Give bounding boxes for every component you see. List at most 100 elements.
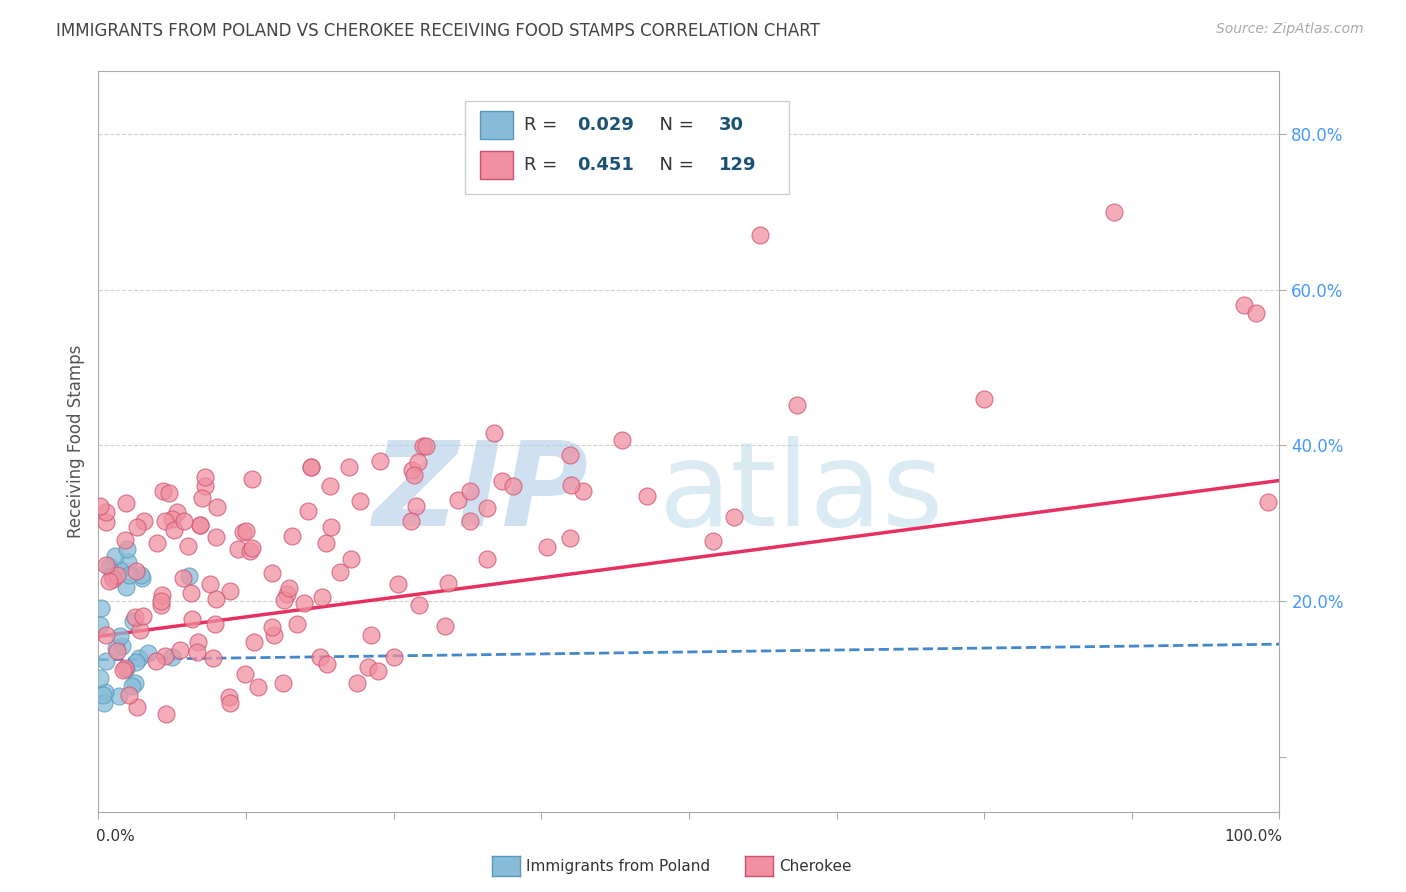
Point [163, 524, 186, 538]
Point [96, 627, 118, 641]
Point [198, 577, 221, 591]
Point [260, 566, 283, 581]
Point [281, 528, 304, 542]
Point [89, 618, 111, 632]
Point [118, 688, 141, 702]
Point [340, 551, 363, 566]
Point [160, 649, 183, 664]
Text: IMMIGRANTS FROM POLAND VS CHEROKEE RECEIVING FOOD STAMPS CORRELATION CHART: IMMIGRANTS FROM POLAND VS CHEROKEE RECEI… [56, 22, 820, 40]
Point [368, 454, 391, 468]
Point [166, 505, 188, 519]
Point [205, 530, 228, 544]
Point [93, 696, 115, 710]
Point [129, 623, 152, 637]
Point [447, 493, 470, 508]
Point [437, 576, 460, 591]
Point [150, 589, 173, 603]
Point [748, 227, 770, 242]
Point [114, 662, 136, 676]
Point [105, 644, 128, 658]
Point [94, 558, 117, 573]
Point [104, 549, 127, 563]
Text: 129: 129 [718, 156, 756, 174]
Point [172, 571, 194, 585]
Point [1244, 306, 1267, 320]
Point [121, 679, 143, 693]
Point [240, 541, 263, 556]
Point [337, 460, 360, 475]
Text: 0.451: 0.451 [576, 156, 634, 174]
Point [115, 580, 138, 594]
Point [145, 536, 167, 550]
Point [243, 635, 266, 649]
Point [108, 563, 131, 577]
Point [205, 500, 228, 514]
Point [110, 639, 132, 653]
Point [187, 634, 209, 648]
Point [94, 654, 117, 668]
Point [94, 685, 117, 699]
FancyBboxPatch shape [479, 112, 513, 139]
Point [367, 664, 389, 678]
Point [105, 568, 128, 582]
Point [155, 706, 177, 721]
Point [240, 472, 263, 486]
Point [131, 572, 153, 586]
Point [239, 544, 262, 558]
Point [232, 524, 254, 539]
Point [387, 577, 409, 591]
Point [502, 479, 524, 493]
Point [89, 500, 111, 514]
Point [572, 484, 595, 499]
Point [316, 657, 339, 672]
Point [205, 592, 228, 607]
Point [292, 596, 315, 610]
Text: Source: ZipAtlas.com: Source: ZipAtlas.com [1216, 22, 1364, 37]
Point [1233, 298, 1256, 312]
Point [89, 671, 111, 685]
Point [186, 645, 208, 659]
Point [458, 514, 481, 528]
Point [188, 517, 211, 532]
Point [458, 483, 481, 498]
Point [121, 614, 143, 628]
Point [233, 666, 256, 681]
Point [558, 531, 581, 545]
Y-axis label: Receiving Food Stamps: Receiving Food Stamps [66, 345, 84, 538]
Point [101, 569, 124, 583]
Point [90, 601, 112, 615]
Point [149, 598, 172, 612]
Point [125, 655, 148, 669]
Point [177, 568, 200, 582]
Text: N =: N = [648, 156, 699, 174]
Point [318, 479, 340, 493]
Point [315, 536, 337, 550]
Point [636, 489, 658, 503]
Point [188, 518, 211, 533]
Point [536, 540, 558, 554]
Point [118, 568, 141, 582]
Point [97, 574, 120, 588]
Text: 100.0%: 100.0% [1225, 830, 1282, 844]
Point [973, 392, 995, 406]
Point [134, 514, 156, 528]
Point [287, 617, 309, 632]
Point [299, 459, 322, 474]
Point [103, 572, 125, 586]
Point [273, 593, 295, 607]
Point [408, 598, 430, 612]
Point [129, 567, 152, 582]
Point [346, 676, 368, 690]
Text: Cherokee: Cherokee [779, 859, 852, 873]
Point [145, 654, 167, 668]
Point [610, 433, 633, 447]
Point [475, 552, 498, 566]
Point [153, 515, 176, 529]
Point [104, 640, 127, 655]
Point [152, 484, 174, 499]
Point [115, 541, 138, 556]
Point [558, 448, 581, 462]
Point [218, 584, 240, 599]
Point [149, 594, 172, 608]
Text: N =: N = [648, 117, 699, 135]
